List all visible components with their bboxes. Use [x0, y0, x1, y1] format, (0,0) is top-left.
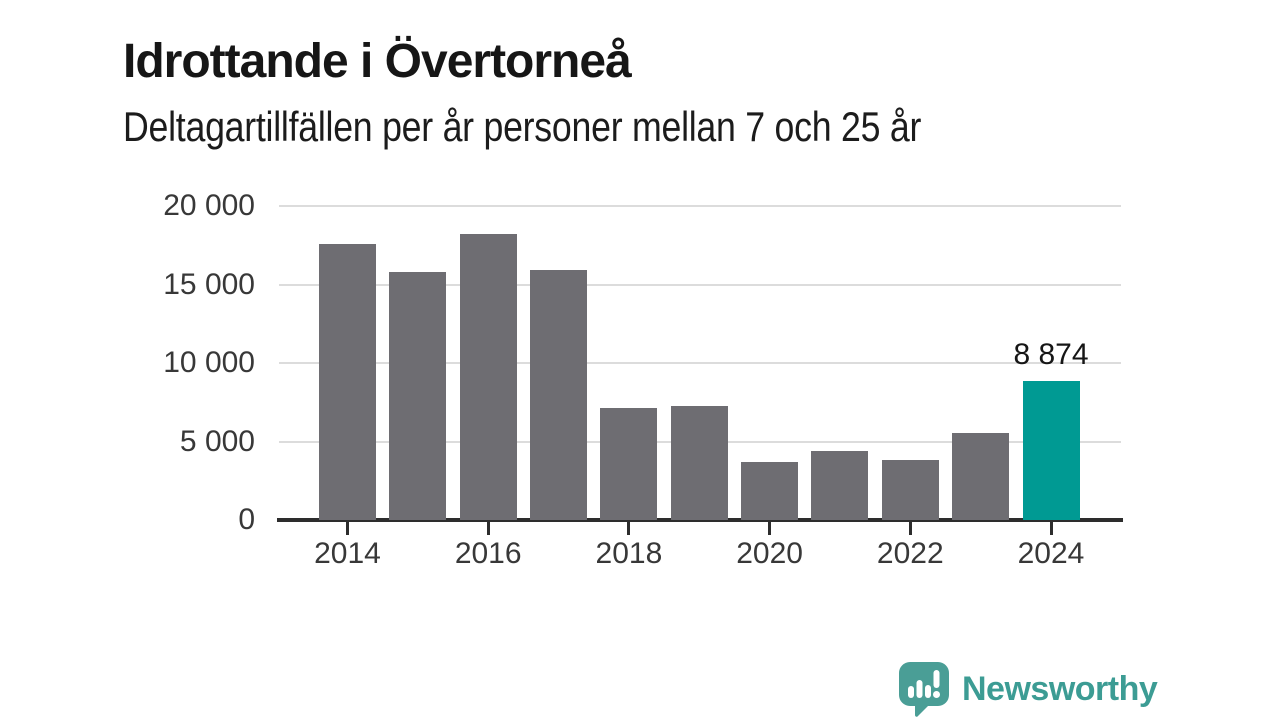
newsworthy-logo-icon: [899, 662, 949, 717]
y-tick-label: 10 000: [163, 346, 255, 379]
bar-2019: [670, 406, 728, 520]
gridline-15000: [279, 283, 1121, 286]
x-axis-tick-2014: [346, 522, 349, 535]
logo-exclamation-dot: [933, 691, 940, 698]
x-axis-line: [277, 518, 1123, 522]
logo-exclamation-stroke: [933, 670, 940, 688]
x-tick-label: 2018: [595, 537, 663, 570]
bar-2016: [459, 234, 517, 520]
bar-2017: [530, 270, 588, 520]
x-axis-tick-2016: [486, 522, 490, 535]
plot-area: 8 874: [277, 205, 1123, 535]
x-tick-label: 2024: [1017, 537, 1085, 570]
x-axis-tick-2020: [768, 522, 772, 535]
newsworthy-brand-link[interactable]: Newsworthy: [895, 660, 1158, 717]
bar-2023: [952, 432, 1010, 520]
bar-2020: [741, 461, 799, 520]
chart-title: Idrottande i Övertorneå: [123, 35, 632, 89]
logo-bar-tall: [916, 680, 923, 698]
x-axis-tick-2018: [627, 522, 631, 535]
x-tick-label: 2020: [736, 537, 803, 570]
gridline-10000: [279, 362, 1121, 364]
gridline-20000: [279, 205, 1121, 207]
chart-subtitle: Deltagartillfällen per år personer mella…: [123, 103, 922, 150]
logo-bar-small: [908, 686, 914, 698]
highlight-value-label: 8 874: [1013, 337, 1089, 371]
bar-2024: [1022, 380, 1080, 520]
x-tick-label: 2016: [454, 537, 522, 570]
bar-2021: [811, 450, 869, 520]
y-tick-label: 5 000: [179, 424, 255, 458]
logo-bar-medium: [925, 685, 931, 698]
newsworthy-wordmark: Newsworthy: [962, 669, 1158, 708]
bar-2015: [389, 271, 447, 520]
x-axis-tick-2024: [1049, 522, 1053, 535]
bar-2014: [319, 243, 376, 520]
y-tick-label: 15 000: [163, 267, 255, 301]
x-tick-label: 2014: [314, 537, 381, 570]
y-tick-label: 20 000: [163, 189, 255, 222]
x-axis-labels: 2014 2016 2018 2020 2022 2024: [279, 520, 1121, 590]
y-axis-labels: 0 5 000 10 000 15 000 20 000: [0, 191, 255, 535]
y-tick-label: 0: [238, 503, 255, 536]
x-axis-tick-2022: [908, 522, 912, 535]
x-tick-label: 2022: [876, 537, 944, 570]
bar-2022: [881, 459, 939, 520]
bar-2018: [600, 407, 658, 520]
